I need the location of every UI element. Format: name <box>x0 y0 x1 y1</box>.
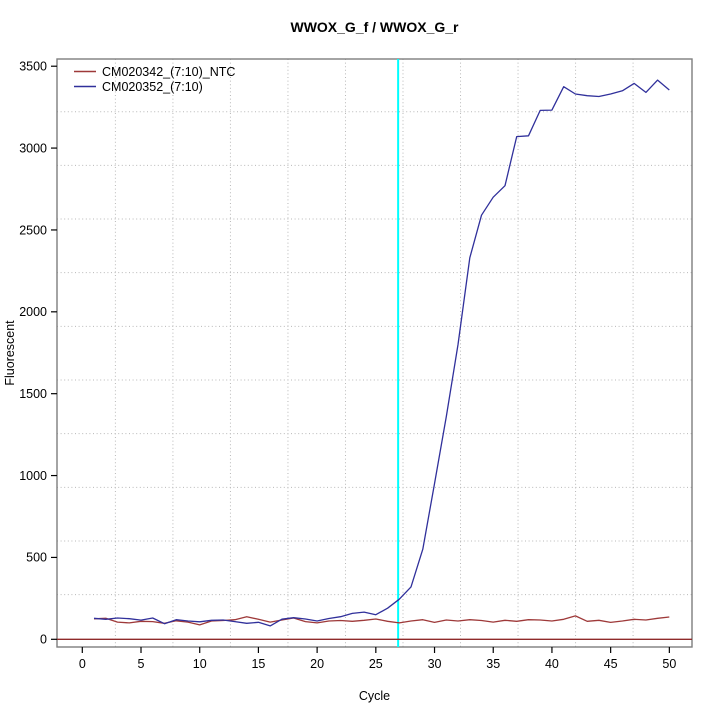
x-tick-label: 0 <box>79 657 86 671</box>
y-tick-label: 1000 <box>19 469 47 483</box>
x-tick-label: 30 <box>428 657 442 671</box>
y-axis-label: Fluorescent <box>3 320 17 386</box>
x-tick-label: 50 <box>662 657 676 671</box>
legend: CM020342_(7:10)_NTC CM020352_(7:10) <box>74 65 235 94</box>
data-series <box>93 79 670 627</box>
x-tick-label: 10 <box>193 657 207 671</box>
x-axis-ticks: 0 5 10 15 20 25 30 35 40 45 50 <box>79 647 676 671</box>
plot-box <box>56 58 693 648</box>
y-axis-ticks: 0 500 1000 1500 2000 2500 3000 3500 <box>19 60 57 647</box>
x-tick-label: 40 <box>545 657 559 671</box>
x-tick-label: 35 <box>486 657 500 671</box>
series-line-ntc <box>93 615 670 626</box>
chart-title: WWOX_G_f / WWOX_G_r <box>290 19 459 35</box>
legend-label-cm020352: CM020352_(7:10) <box>102 80 203 94</box>
y-tick-label: 3000 <box>19 141 47 155</box>
x-tick-label: 20 <box>310 657 324 671</box>
y-tick-label: 1500 <box>19 387 47 401</box>
x-tick-label: 45 <box>604 657 618 671</box>
x-axis-label: Cycle <box>359 689 390 703</box>
y-tick-label: 2500 <box>19 223 47 237</box>
series-line-sample <box>93 79 670 627</box>
y-tick-label: 0 <box>40 633 47 647</box>
y-tick-label: 500 <box>26 551 47 565</box>
y-tick-label: 3500 <box>19 60 47 74</box>
x-tick-label: 25 <box>369 657 383 671</box>
y-tick-label: 2000 <box>19 305 47 319</box>
gridlines <box>57 59 692 647</box>
legend-label-ntc: CM020342_(7:10)_NTC <box>102 65 235 79</box>
x-tick-label: 15 <box>251 657 265 671</box>
x-tick-label: 5 <box>138 657 145 671</box>
